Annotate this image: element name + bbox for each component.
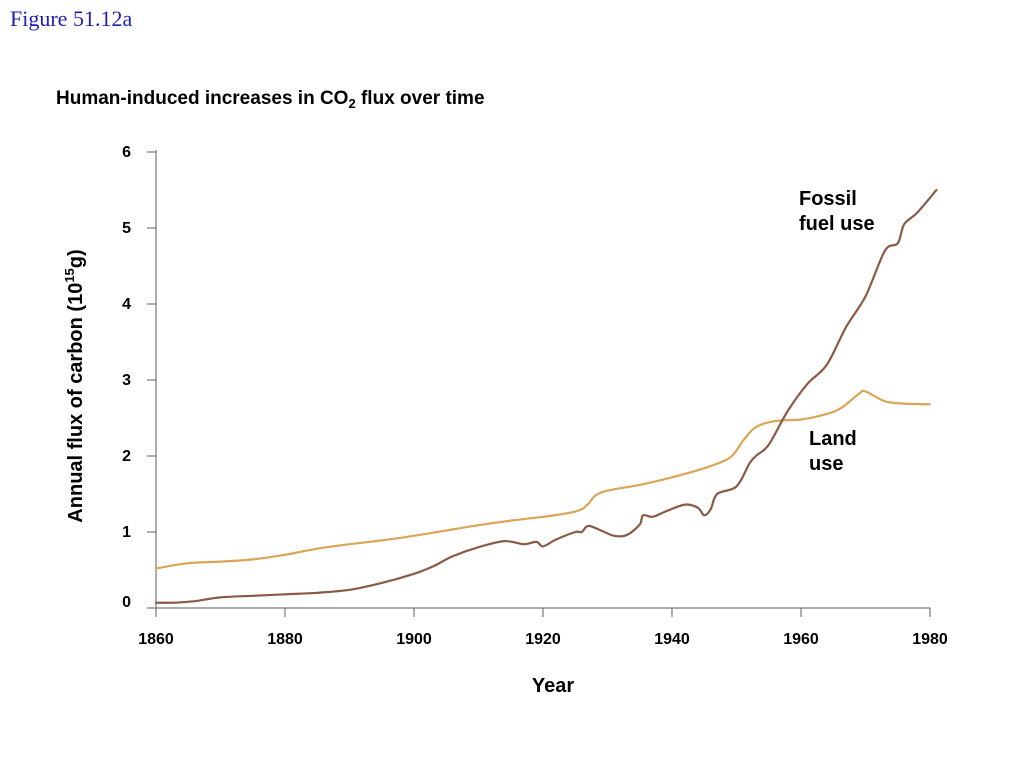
land-series-label-line: Land xyxy=(809,428,857,450)
x-tick-label: 1980 xyxy=(912,631,948,648)
chart-title-subscript: 2 xyxy=(348,96,356,111)
y-tick-label: 2 xyxy=(122,448,131,465)
fossil-series-label-line: fuel use xyxy=(799,213,875,235)
chart-ticks: 0 1 2 3 4 5 6 1860 1880 1900 1920 1940 1960 1980 xyxy=(122,144,948,648)
chart-title: Human-induced increases in CO2 flux over… xyxy=(56,88,485,111)
x-axis-title: Year xyxy=(532,675,574,697)
y-axis-title-superscript: 15 xyxy=(62,268,77,282)
land-series-line xyxy=(154,389,932,570)
x-tick-label: 1960 xyxy=(783,631,819,648)
y-tick-label: 0 xyxy=(122,594,131,611)
y-axis-title: Annual flux of carbon (1015g) xyxy=(62,249,87,522)
chart-series xyxy=(154,188,938,604)
y-tick-label: 6 xyxy=(122,144,131,161)
x-tick-label: 1880 xyxy=(267,631,303,648)
x-tick-label: 1900 xyxy=(396,631,432,648)
y-tick-label: 4 xyxy=(122,296,131,313)
land-series-label-line: use xyxy=(809,453,843,475)
figure-label: Figure 51.12a xyxy=(10,6,133,31)
fossil-series-label: Fossil fuel use xyxy=(799,188,875,235)
chart-title-rest: flux over time xyxy=(355,88,485,109)
fossil-series-line xyxy=(154,188,938,604)
land-series-label: Land use xyxy=(809,428,857,475)
y-tick-label: 3 xyxy=(122,372,131,389)
x-tick-label: 1920 xyxy=(525,631,561,648)
y-tick-label: 1 xyxy=(122,524,131,541)
chart-title-main: Human-induced increases in CO xyxy=(56,88,349,109)
y-axis-title-main: Annual flux of carbon (10 xyxy=(65,283,87,523)
x-tick-label: 1860 xyxy=(138,631,174,648)
y-tick-label: 5 xyxy=(122,220,131,237)
fossil-series-label-line: Fossil xyxy=(799,188,857,210)
x-tick-label: 1940 xyxy=(654,631,690,648)
y-axis-title-end: g) xyxy=(65,249,87,268)
